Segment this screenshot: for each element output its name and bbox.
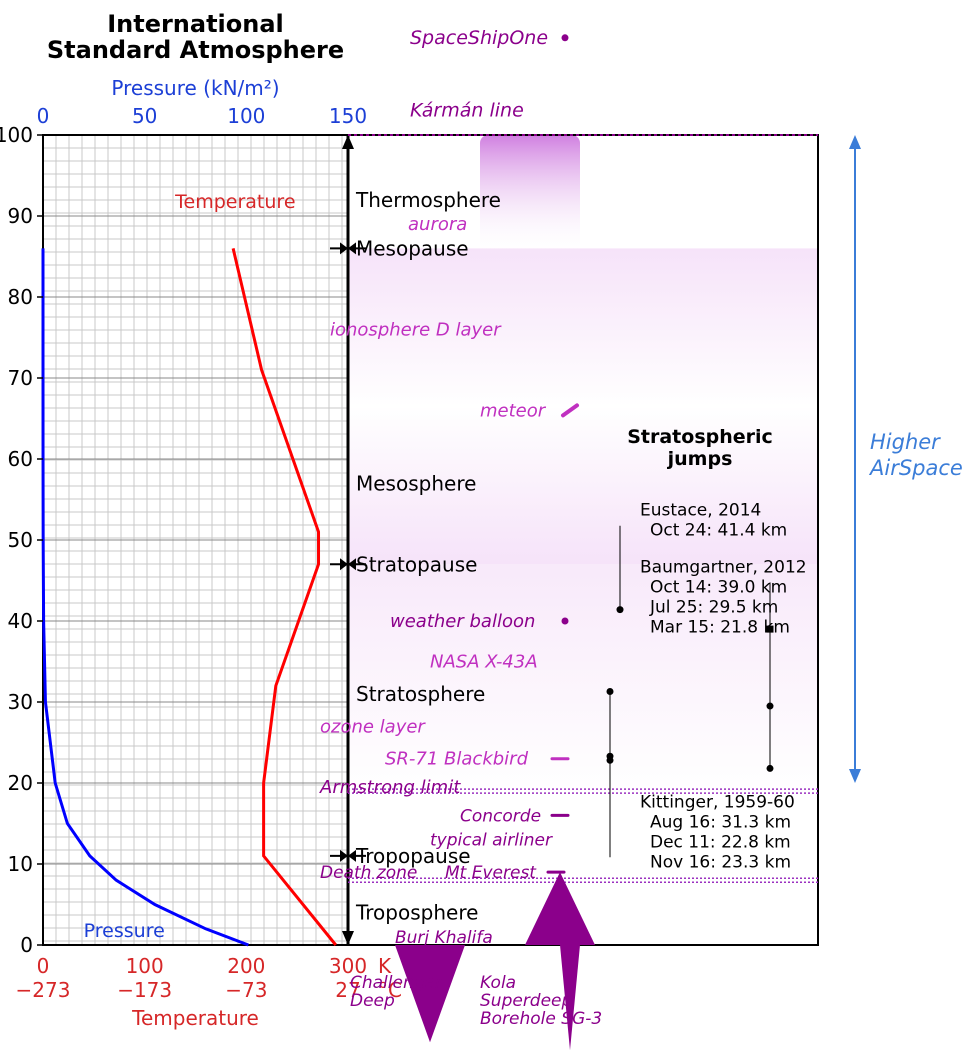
temp-tick-C: −173 xyxy=(117,978,172,1002)
pressure-axis-label: Pressure (kN/m²) xyxy=(111,76,279,100)
aurora-label: aurora xyxy=(408,214,467,235)
reference-label: NASA X-43A xyxy=(430,652,538,673)
reference-label: Concorde xyxy=(460,806,541,826)
reference-label: weather balloon xyxy=(390,611,535,632)
pressure-tick-label: 150 xyxy=(329,104,367,128)
jump-line: Dec 11: 22.8 km xyxy=(650,832,791,852)
pressure-tick-label: 0 xyxy=(37,104,50,128)
temp-tick-C: −273 xyxy=(16,978,71,1002)
below-label: Challenger xyxy=(350,973,443,993)
layer-label: Stratosphere xyxy=(356,682,485,706)
y-tick-label: 50 xyxy=(8,528,33,552)
reference-label: SpaceShipOne xyxy=(410,27,548,49)
higher-airspace-label: AirSpace xyxy=(868,456,963,480)
layer-label: Stratopause xyxy=(356,552,477,576)
layer-label: Mesosphere xyxy=(356,471,476,495)
y-tick-label: 30 xyxy=(8,690,33,714)
reference-label: Kármán line xyxy=(410,100,524,122)
y-tick-label: 40 xyxy=(8,609,33,633)
reference-label: Death zone xyxy=(320,863,417,883)
below-label: Superdeep xyxy=(480,991,573,1011)
y-tick-label: 10 xyxy=(8,852,33,876)
y-tick-label: 90 xyxy=(8,204,33,228)
temp-tick-K: 100 xyxy=(126,954,164,978)
atmosphere-diagram: 0102030405060708090100Geometric altitude… xyxy=(0,0,974,1052)
jump-line: Oct 24: 41.4 km xyxy=(650,521,787,541)
below-label: Deep xyxy=(350,991,395,1011)
temp-tick-K: 200 xyxy=(227,954,265,978)
y-tick-label: 60 xyxy=(8,447,33,471)
reference-label: ozone layer xyxy=(320,716,426,737)
reference-label: Mt Everest xyxy=(445,863,537,883)
jump-line: Jul 25: 29.5 km xyxy=(649,597,778,617)
jumps-title: Stratospheric xyxy=(627,426,773,448)
depth-wedge xyxy=(395,945,465,1042)
jumps-title: jumps xyxy=(667,448,733,470)
y-tick-label: 20 xyxy=(8,771,33,795)
reference-label: typical airliner xyxy=(430,831,553,851)
pressure-legend: Pressure xyxy=(84,920,165,942)
temp-tick-K: 0 xyxy=(37,954,50,978)
jump-line: Oct 14: 39.0 km xyxy=(650,577,787,597)
reference-label: Armstrong limit xyxy=(319,777,461,798)
y-tick-label: 100 xyxy=(0,123,33,147)
pressure-tick-label: 50 xyxy=(132,104,157,128)
jump-line: Nov 16: 23.3 km xyxy=(650,852,791,872)
jump-name: Kittinger, 1959-60 xyxy=(640,792,795,812)
jump-name: Eustace, 2014 xyxy=(640,501,761,521)
reference-label: ionosphere D layer xyxy=(330,319,502,340)
higher-airspace-label: Higher xyxy=(870,430,941,454)
pressure-line xyxy=(43,248,248,945)
below-label: Kola xyxy=(480,973,516,993)
temp-tick-C: −73 xyxy=(225,978,267,1002)
reference-label: meteor xyxy=(480,400,547,421)
below-label: Borehole SG-3 xyxy=(480,1009,602,1029)
layer-label: Mesopause xyxy=(356,236,469,260)
layer-label: Thermosphere xyxy=(355,188,501,212)
reference-label: Burj Khalifa xyxy=(395,928,493,948)
y-tick-label: 0 xyxy=(20,933,33,957)
temperature-line xyxy=(233,248,336,945)
y-tick-label: 70 xyxy=(8,366,33,390)
pressure-tick-label: 100 xyxy=(227,104,265,128)
diagram-title: Standard Atmosphere xyxy=(47,36,344,64)
jump-line: Aug 16: 31.3 km xyxy=(650,812,791,832)
layer-label: Troposphere xyxy=(355,901,478,925)
reference-label: SR-71 Blackbird xyxy=(385,749,529,770)
jump-name: Baumgartner, 2012 xyxy=(640,557,807,577)
temperature-legend: Temperature xyxy=(174,191,295,213)
diagram-title: International xyxy=(107,10,284,38)
temperature-axis-label: Temperature xyxy=(131,1006,259,1030)
y-tick-label: 80 xyxy=(8,285,33,309)
